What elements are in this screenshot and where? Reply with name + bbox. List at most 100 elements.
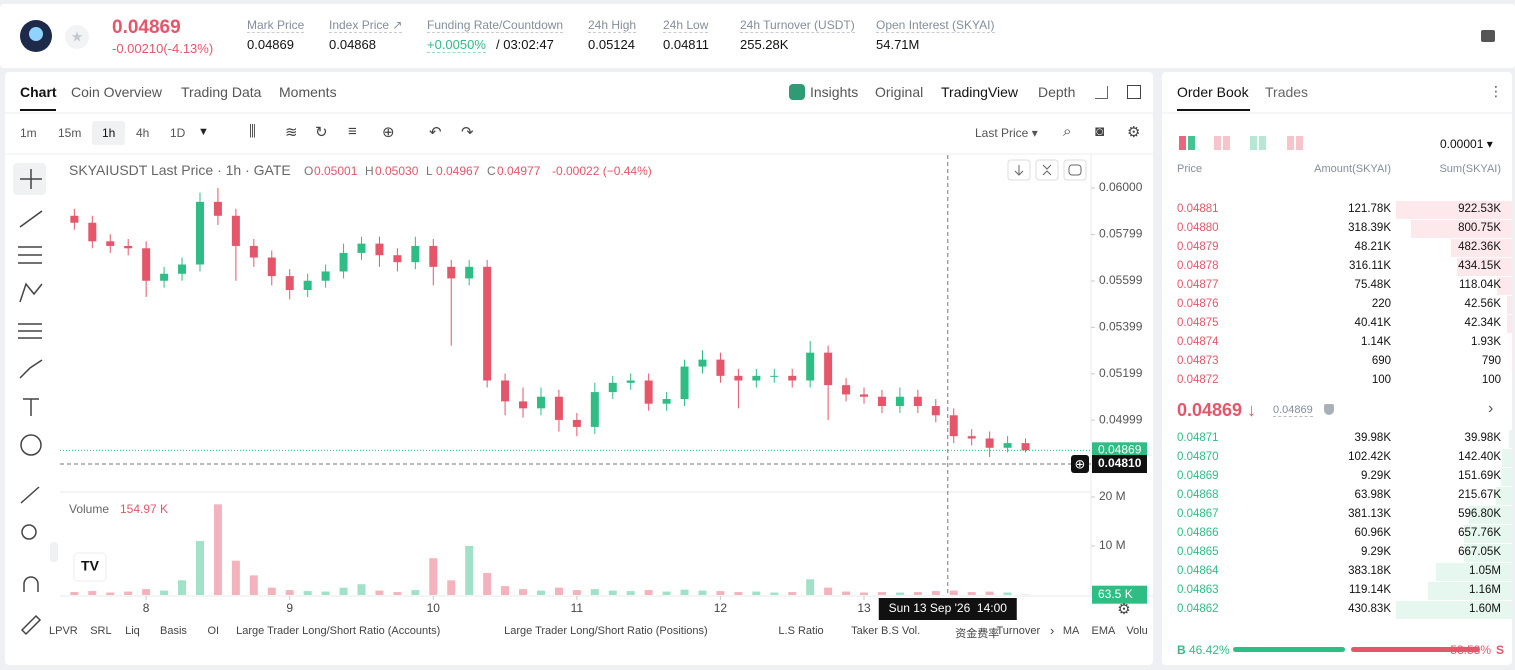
zoom-tool[interactable] [21, 524, 37, 540]
emoji-tool[interactable] [20, 434, 42, 456]
toolbar-icon[interactable]: ≡ [348, 123, 357, 140]
ob-price[interactable]: 0.04865 [1177, 546, 1219, 558]
indicator[interactable]: Volu [1126, 625, 1148, 637]
ob-amount: 39.98K [1354, 432, 1391, 444]
ob-price[interactable]: 0.04862 [1177, 603, 1219, 615]
settings-icon[interactable] [1481, 30, 1495, 42]
toolbar-icon[interactable]: ≋ [285, 124, 298, 141]
volume-bar [375, 590, 384, 595]
scroll-button[interactable] [1007, 159, 1031, 181]
favorite-button[interactable] [65, 25, 89, 49]
view-tab[interactable]: Insights [810, 84, 859, 100]
indicator[interactable]: Turnover [996, 625, 1041, 637]
indicator[interactable]: OI [207, 625, 220, 637]
ob-amount: 48.21K [1354, 241, 1391, 253]
ob-view-toggle[interactable] [1287, 136, 1294, 150]
trend-line-tool[interactable] [19, 210, 43, 228]
x-tick-label: 10 [427, 601, 441, 615]
x-tick-label: 13 [857, 601, 871, 615]
ob-view-toggle[interactable] [1259, 136, 1266, 150]
interval[interactable]: 15m [58, 126, 82, 140]
ob-view-toggle[interactable] [1296, 136, 1303, 150]
ob-amount: 318.39K [1348, 222, 1391, 234]
toolbar-icon[interactable]: ↷ [461, 124, 474, 141]
magnet-tool[interactable] [23, 576, 39, 592]
indicator[interactable]: Large Trader Long/Short Ratio (Accounts) [236, 625, 441, 637]
indicator[interactable]: Taker B.S Vol. [851, 625, 921, 637]
ob-price[interactable]: 0.04876 [1177, 298, 1219, 310]
ob-menu[interactable]: ⋮ [1489, 83, 1503, 99]
ob-view-toggle[interactable] [1188, 136, 1195, 150]
view-tab[interactable]: Original [875, 84, 924, 100]
ob-price[interactable]: 0.04863 [1177, 584, 1219, 596]
depth-bar [1411, 220, 1512, 238]
ob-price[interactable]: 0.04875 [1177, 317, 1219, 329]
ob-price[interactable]: 0.04867 [1177, 508, 1219, 520]
toolbar-icon[interactable]: ↶ [429, 124, 442, 141]
parallel-tool[interactable] [18, 246, 42, 264]
ob-price[interactable]: 0.04874 [1177, 336, 1219, 348]
tab[interactable]: Coin Overview [71, 84, 163, 100]
ob-price[interactable]: 0.04869 [1177, 470, 1219, 482]
indicator[interactable]: L.S Ratio [778, 625, 824, 637]
toolbar-icon[interactable]: ⌕ [1063, 123, 1072, 140]
toolbar-icon[interactable]: ⊕ [382, 124, 395, 141]
ob-price[interactable]: 0.04864 [1177, 565, 1219, 577]
toolbar-icon[interactable]: ⚙ [1127, 124, 1141, 141]
ob-precision[interactable]: 0.00001 ▾ [1440, 137, 1493, 151]
volume-bar [106, 592, 115, 595]
tab[interactable]: Moments [279, 84, 337, 100]
volume-bar [321, 591, 330, 595]
toolbar-icon[interactable]: ⫼ [249, 123, 256, 140]
ob-view-toggle[interactable] [1223, 136, 1230, 150]
toolbar-icon[interactable]: ◙ [1095, 123, 1105, 140]
ob-tab[interactable]: Trades [1265, 84, 1309, 100]
ob-view-toggle[interactable] [1250, 136, 1257, 150]
pencil-tool[interactable] [20, 614, 42, 636]
ob-price[interactable]: 0.04871 [1177, 432, 1219, 444]
indicator[interactable]: LPVR [49, 625, 78, 637]
price-type[interactable]: Last Price ▾ [975, 126, 1038, 140]
tab[interactable]: Chart [20, 84, 57, 100]
refresh-button[interactable] [1063, 159, 1087, 181]
text-tool[interactable] [23, 398, 39, 416]
candle-body [195, 201, 204, 265]
ob-tab[interactable]: Order Book [1177, 84, 1249, 100]
ob-price[interactable]: 0.04880 [1177, 222, 1219, 234]
interval[interactable]: 4h [136, 126, 150, 140]
view-tab[interactable]: TradingView [941, 84, 1019, 100]
ob-price[interactable]: 0.04878 [1177, 260, 1219, 272]
indicator-more[interactable]: › [1050, 623, 1055, 638]
ob-price[interactable]: 0.04873 [1177, 355, 1219, 367]
ob-price[interactable]: 0.04881 [1177, 203, 1219, 215]
volume-bar [249, 575, 258, 595]
ob-view-toggle[interactable] [1214, 136, 1221, 150]
brush-tool[interactable] [19, 359, 43, 379]
interval[interactable]: 1m [20, 126, 37, 140]
indicator[interactable]: Basis [160, 625, 187, 637]
indicator[interactable]: Liq [125, 625, 140, 637]
view-tab[interactable]: Depth [1038, 84, 1076, 100]
ob-price[interactable]: 0.04879 [1177, 241, 1219, 253]
ob-price[interactable]: 0.04877 [1177, 279, 1219, 291]
fib-tool[interactable] [18, 323, 42, 339]
ob-price[interactable]: 0.04868 [1177, 489, 1219, 501]
toolbar-icon[interactable]: ↻ [315, 124, 328, 141]
interval[interactable]: 1D [170, 126, 186, 140]
ob-price[interactable]: 0.04872 [1177, 374, 1219, 386]
collapse-button[interactable] [1035, 159, 1059, 181]
indicator[interactable]: Large Trader Long/Short Ratio (Positions… [504, 625, 708, 637]
indicator[interactable]: 资金费率 [955, 628, 1000, 640]
ob-price[interactable]: 0.04866 [1177, 527, 1219, 539]
indicator[interactable]: MA [1062, 625, 1080, 637]
crosshair-tool[interactable] [20, 169, 42, 189]
interval[interactable]: 1h [102, 126, 116, 140]
ob-price[interactable]: 0.04870 [1177, 451, 1219, 463]
indicator[interactable]: EMA [1091, 625, 1116, 637]
mid-arrow[interactable]: › [1488, 400, 1494, 417]
measure-tool[interactable] [20, 486, 40, 504]
ob-view-toggle[interactable] [1179, 136, 1186, 150]
tab[interactable]: Trading Data [181, 84, 262, 100]
pattern-tool[interactable] [19, 282, 43, 303]
indicator[interactable]: SRL [90, 625, 112, 637]
